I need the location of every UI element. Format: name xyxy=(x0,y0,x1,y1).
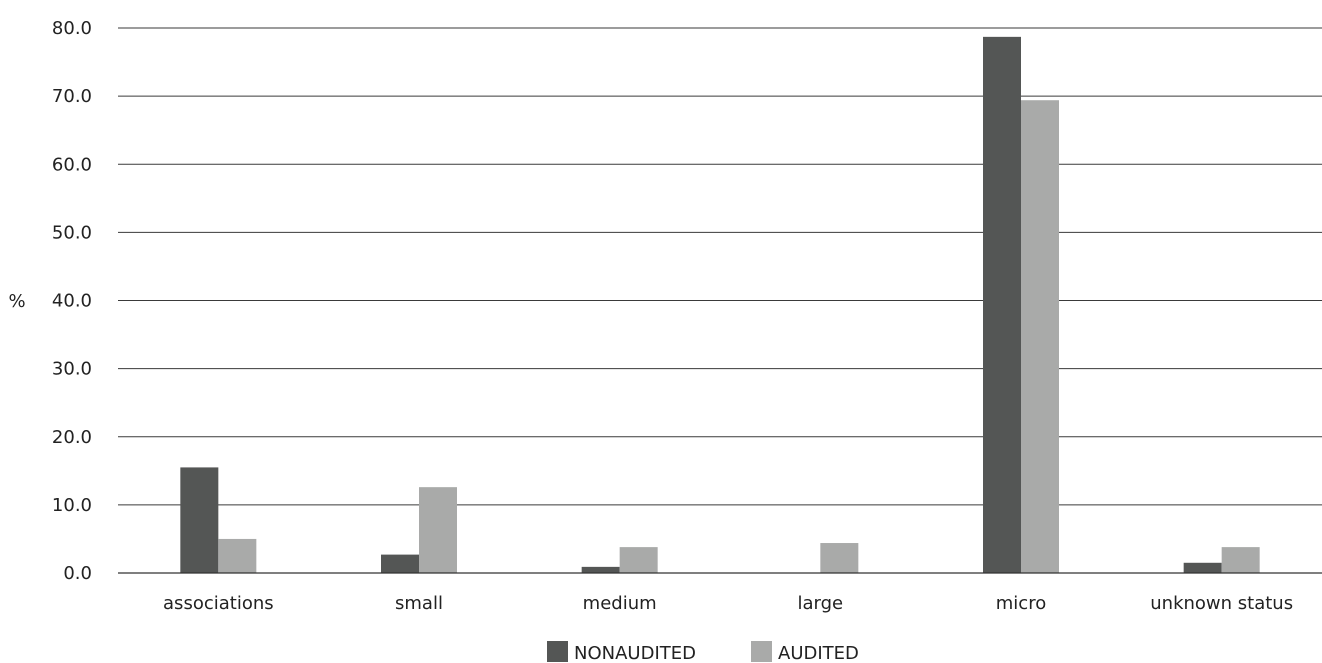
x-tick-label: small xyxy=(395,593,443,614)
y-tick-label: 10.0 xyxy=(52,495,92,516)
bars xyxy=(180,36,1260,574)
x-tick-label: micro xyxy=(996,593,1046,614)
legend-swatch-nonaudited xyxy=(547,641,568,662)
legend-label-audited: AUDITED xyxy=(778,643,859,663)
bar-audited-medium xyxy=(619,547,658,573)
y-tick-label: 20.0 xyxy=(52,427,92,448)
y-tick-label: 80.0 xyxy=(52,18,92,39)
x-tick-label: medium xyxy=(583,593,657,614)
y-axis-ticks: 0.0 10.0 20.0 30.0 40.0 50.0 60.0 70.0 80.0 xyxy=(52,18,92,584)
y-axis-label: % xyxy=(8,291,25,312)
x-tick-label: large xyxy=(798,593,844,614)
bar-nonaudited-micro xyxy=(983,36,1021,573)
y-tick-label: 60.0 xyxy=(52,154,92,175)
y-tick-label: 50.0 xyxy=(52,222,92,243)
x-axis-ticks: associations small medium large micro unknown… xyxy=(163,593,1293,614)
y-tick-label: 30.0 xyxy=(52,359,92,380)
bar-audited-micro xyxy=(1021,100,1059,574)
x-tick-label: unknown status xyxy=(1150,593,1293,614)
bar-audited-large xyxy=(820,543,859,573)
bar-nonaudited-medium xyxy=(581,566,620,573)
bar-audited-associations xyxy=(218,538,257,573)
legend-label-nonaudited: NONAUDITED xyxy=(574,643,696,663)
bar-audited-small xyxy=(419,487,457,573)
bar-audited-unknown-status xyxy=(1221,547,1260,573)
y-tick-label: 0.0 xyxy=(63,563,92,584)
bar-nonaudited-associations xyxy=(180,467,219,573)
x-tick-label: associations xyxy=(163,593,274,614)
y-tick-label: 40.0 xyxy=(52,291,92,312)
legend: NONAUDITED AUDITED xyxy=(547,641,859,663)
y-tick-label: 70.0 xyxy=(52,86,92,107)
gridlines xyxy=(118,27,1322,506)
bar-nonaudited-small xyxy=(381,554,419,573)
bar-nonaudited-unknown-status xyxy=(1183,562,1222,573)
legend-swatch-audited xyxy=(751,641,772,662)
